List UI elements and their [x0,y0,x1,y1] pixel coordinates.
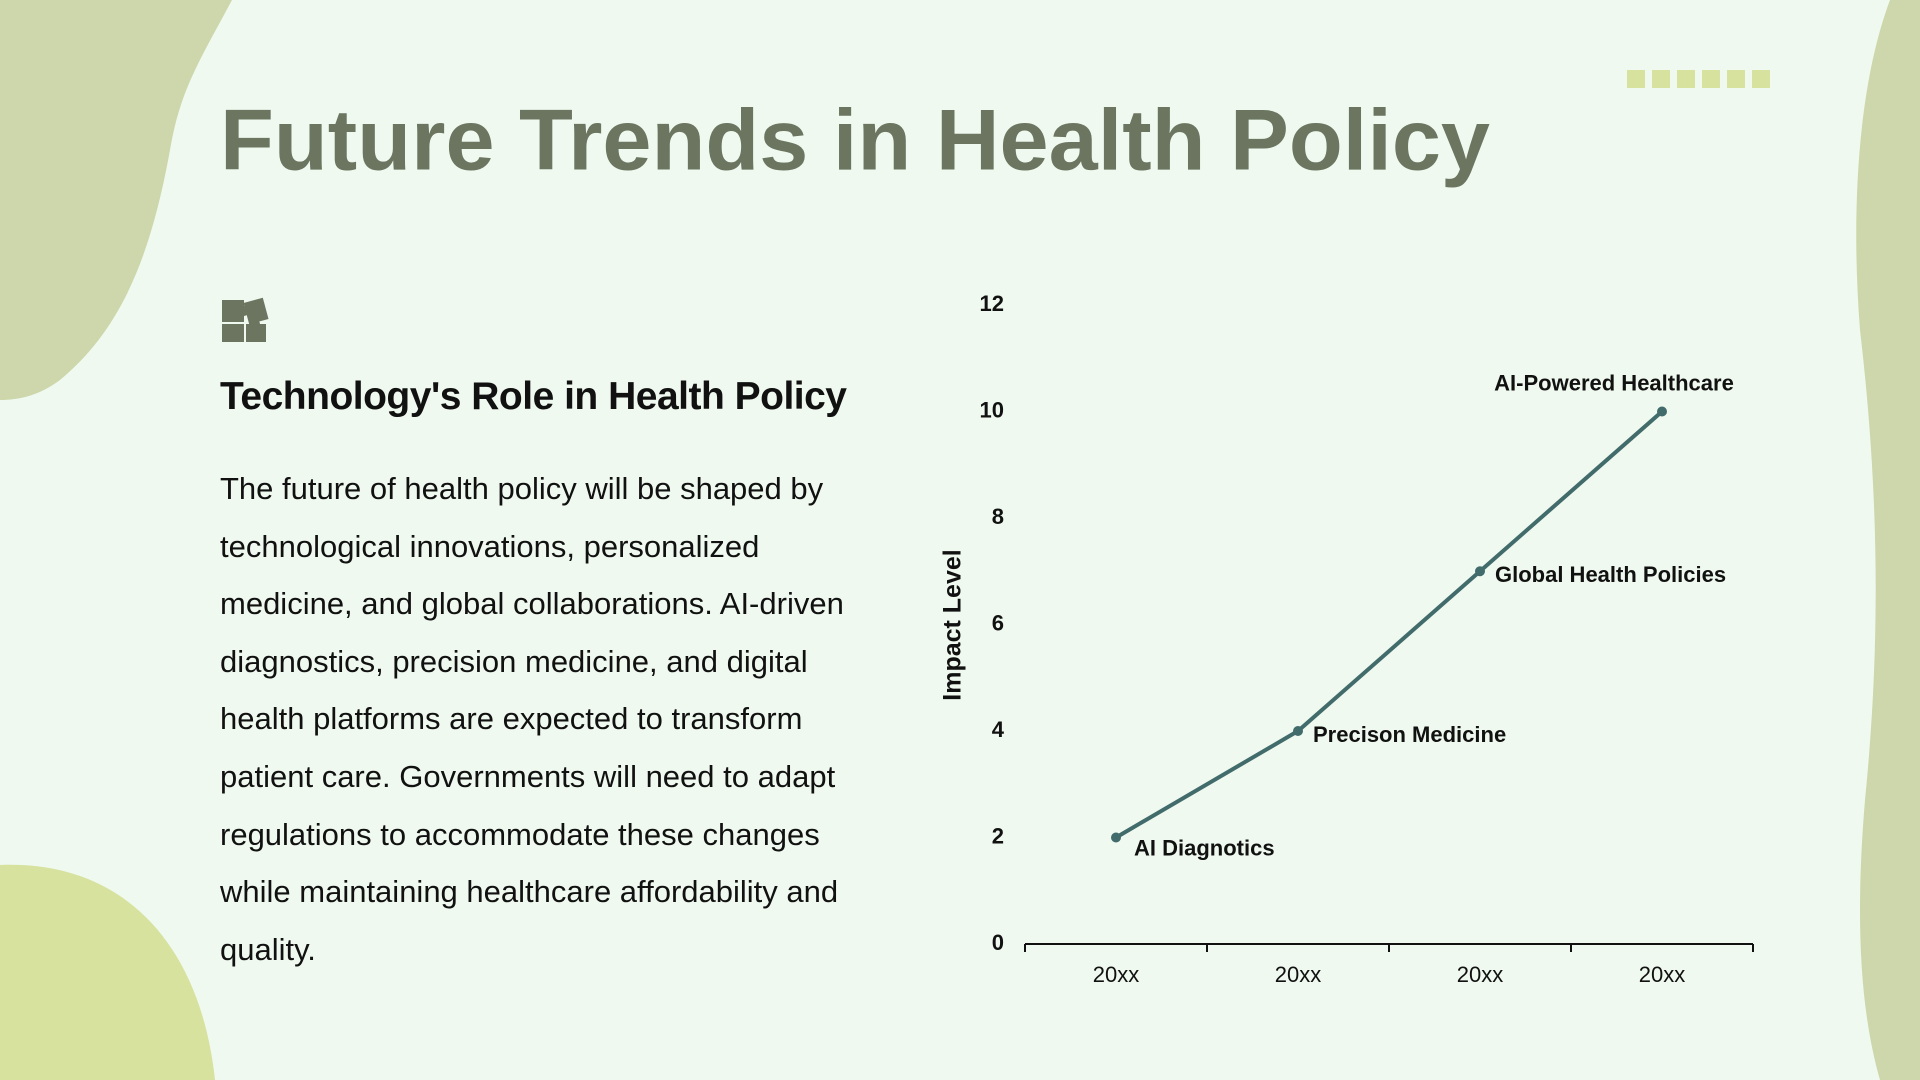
y-tick-label: 8 [992,504,1004,529]
section-body: The future of health policy will be shap… [220,471,844,967]
y-tick-label: 2 [992,823,1004,848]
decor-squares [1627,70,1770,88]
blob [0,864,215,1080]
x-tick-label: 20xx [1275,962,1321,987]
y-axis-label: Impact Level [939,549,967,700]
data-point [1475,566,1485,577]
x-tick-label: 20xx [1639,962,1685,987]
point-annotation: AI Diagnotics [1134,835,1275,860]
slide-title: Future Trends in Health Policy [220,93,1490,189]
data-point [1293,726,1303,736]
y-tick-label: 12 [980,291,1004,316]
point-annotation: Global Health Policies [1495,562,1726,587]
y-tick-label: 6 [992,610,1004,635]
puzzle-icon [222,297,269,342]
y-tick-label: 0 [992,930,1004,955]
blob [1856,0,1920,1080]
y-tick-label: 4 [992,717,1005,742]
section-heading: Technology's Role in Health Policy [220,375,847,418]
line-series [1114,409,1664,840]
point-annotation: Precison Medicine [1313,722,1506,747]
x-tick-label: 20xx [1457,962,1503,987]
data-point [1111,832,1121,843]
x-tick-label: 20xx [1093,962,1139,987]
point-annotation: AI-Powered Healthcare [1494,370,1734,395]
blob [0,0,232,400]
data-point [1657,406,1667,417]
y-tick-label: 10 [980,397,1004,422]
